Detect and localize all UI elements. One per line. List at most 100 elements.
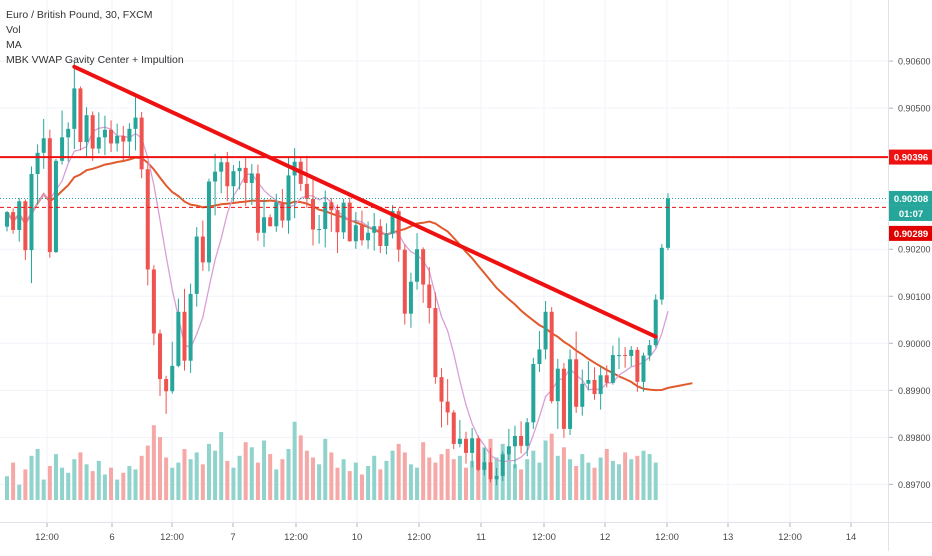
volume-bar (341, 459, 346, 500)
volume-bar (23, 469, 28, 500)
volume-bar (115, 479, 120, 500)
volume-bar (543, 440, 548, 500)
legend-indicator[interactable]: MBK VWAP Gavity Center + Impultion (6, 54, 184, 66)
candle-body (574, 359, 579, 407)
candle-body (109, 129, 114, 144)
candle-body (586, 379, 591, 384)
candle-body (488, 462, 493, 480)
candle-body (151, 269, 156, 334)
candle-body (635, 349, 640, 382)
volume-bar (145, 445, 150, 500)
volume-bar (555, 455, 560, 500)
volume-bar (298, 435, 303, 500)
candle-body (317, 229, 322, 231)
volume-bar (653, 462, 658, 500)
candle-body (304, 183, 309, 199)
volume-bar (457, 455, 462, 500)
dashed-price-label: 0.90289 (894, 229, 928, 240)
candle-body (41, 138, 46, 153)
volume-bar (213, 450, 218, 500)
candle-body (133, 117, 138, 129)
candle-body (457, 438, 462, 444)
volume-bar (329, 452, 334, 500)
volume-bar (109, 467, 114, 500)
candle-body (311, 198, 315, 230)
volume-bar (549, 433, 554, 500)
volume-bar (568, 459, 573, 500)
volume-bar (151, 425, 156, 500)
volume-bar (512, 464, 517, 500)
volume-bar (41, 479, 46, 500)
time-tick-label: 12:00 (35, 532, 59, 543)
volume-bar (561, 447, 566, 500)
chart-legend: Euro / British Pound, 30, FXCM Vol MA MB… (6, 8, 184, 68)
time-tick-label: 12 (600, 532, 611, 543)
volume-bar (5, 476, 9, 500)
time-tick-label: 6 (109, 532, 114, 543)
volume-bar (629, 459, 634, 500)
candle-body (341, 202, 346, 233)
candle-body (604, 375, 609, 383)
time-axis[interactable]: 12:00 6 12:00 7 12:00 10 12:00 11 12:00 12 12:00 13… (0, 522, 888, 551)
candle-body (451, 412, 456, 444)
volume-bar (433, 462, 438, 500)
volume-bar (139, 455, 144, 500)
volume-bar (464, 467, 468, 500)
candle-body (519, 435, 524, 446)
symbol-title[interactable]: Euro / British Pound, 30, FXCM (6, 9, 153, 21)
legend-ma[interactable]: MA (6, 39, 22, 51)
volume-bar (286, 449, 291, 500)
trendline (72, 64, 658, 339)
candle-body (225, 162, 230, 187)
volume-bar (90, 471, 95, 500)
time-axis-svg: 12:00 6 12:00 7 12:00 10 12:00 11 12:00 12 12:00 13… (35, 523, 857, 543)
candle-body (243, 167, 248, 183)
volume-bar (390, 450, 395, 500)
candle-body (194, 236, 199, 294)
candle-body (11, 212, 16, 230)
dashed-price-label-bg (889, 225, 932, 241)
volume-bar (586, 462, 591, 500)
candle-body (47, 138, 52, 253)
candle-body (237, 167, 242, 172)
volume-bar (408, 464, 413, 500)
candle-body (53, 160, 58, 253)
candle-body (525, 422, 530, 446)
time-tick-label: 12:00 (407, 532, 431, 543)
volume-bar (427, 457, 432, 500)
time-tick-label: 14 (846, 532, 857, 543)
price-axis[interactable]: 0.89700 0.89800 0.89900 0.90000 0.90100 0.902… (888, 0, 932, 522)
candle-body (121, 135, 126, 142)
candle-body (402, 249, 407, 314)
candle-body (408, 281, 413, 314)
volume-bar (72, 459, 77, 500)
time-tick-label: 13 (723, 532, 734, 543)
candle-body (274, 202, 279, 227)
candle-body (170, 365, 175, 392)
volume-bar (317, 464, 322, 500)
legend-vol[interactable]: Vol (6, 24, 21, 36)
candle-body (72, 88, 77, 129)
candle-body (555, 368, 560, 402)
volume-bar (323, 438, 328, 500)
candle-body (17, 201, 22, 230)
candle-body (500, 454, 505, 476)
candle-body (255, 173, 260, 233)
candle-body (29, 174, 34, 251)
candle-body (329, 202, 334, 211)
candle-body (280, 202, 285, 221)
candle-body (641, 355, 646, 382)
volume-bar (610, 460, 615, 500)
candle-body (568, 359, 573, 429)
volume-bar (255, 462, 260, 500)
price-axis-svg: 0.89700 0.89800 0.89900 0.90000 0.90100 0.902… (889, 57, 932, 490)
volume-bar (225, 460, 230, 500)
candle-body (543, 311, 548, 350)
candle-body (372, 226, 377, 233)
candle-body (268, 217, 273, 227)
candle-body (470, 438, 475, 453)
candle-body (213, 171, 218, 182)
volume-bar (476, 452, 481, 500)
volume-bar (102, 474, 107, 500)
candle-body (182, 311, 187, 361)
